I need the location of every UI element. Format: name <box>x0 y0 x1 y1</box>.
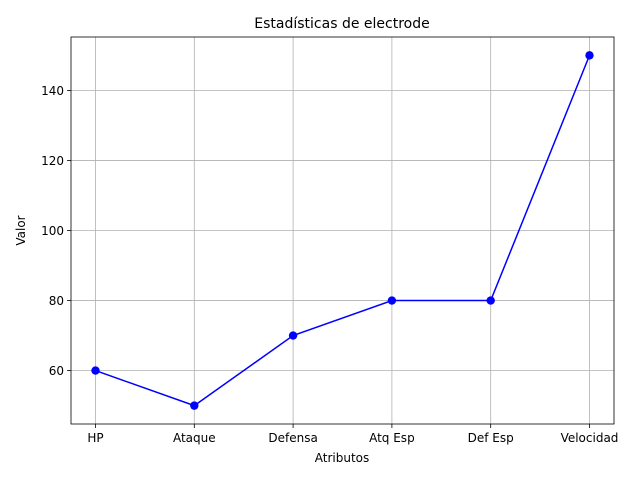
x-tick-label: Defensa <box>268 431 317 445</box>
y-tick-label: 60 <box>49 364 64 378</box>
y-tick-label: 100 <box>41 224 64 238</box>
x-tick-label: Velocidad <box>561 431 619 445</box>
x-tick-label: Ataque <box>173 431 216 445</box>
y-axis-ticks: 60 80 100 120 140 <box>41 84 71 378</box>
data-point <box>387 296 397 305</box>
data-point <box>486 296 495 305</box>
chart-title: Estadísticas de electrode <box>254 16 429 32</box>
data-point <box>91 366 100 375</box>
data-point <box>288 331 298 340</box>
x-axis-title: Atributos <box>315 451 370 465</box>
y-gridlines <box>71 90 614 371</box>
series-group <box>91 51 594 410</box>
x-tick-label: Def Esp <box>468 431 514 445</box>
plot-frame <box>70 36 615 425</box>
y-tick-label: 80 <box>49 294 64 308</box>
y-tick-label: 140 <box>41 84 64 98</box>
series-line <box>95 55 591 407</box>
x-axis-ticks: HP Ataque Defensa Atq Esp Def Esp Velocidad <box>87 424 618 445</box>
data-point <box>585 51 594 60</box>
x-tick-label: Atq Esp <box>369 431 415 445</box>
y-tick-label: 120 <box>41 154 64 168</box>
data-point <box>190 401 199 410</box>
y-axis-title: Valor <box>14 215 28 245</box>
x-tick-label: HP <box>87 431 103 445</box>
